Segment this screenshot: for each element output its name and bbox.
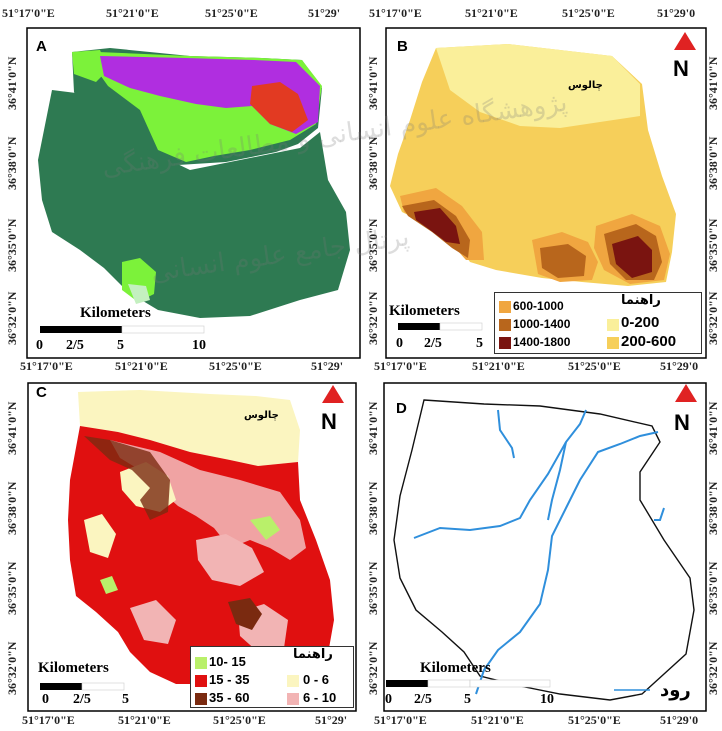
panel-c-map [68,390,334,684]
panel-a-frame [26,27,361,359]
panel-d-scale-tick: 2/5 [414,692,432,707]
panel-c-north-label: N [321,409,337,434]
panel-d-scalebar [386,679,551,688]
panel-d-north-label: N [674,410,690,435]
panel-a-scale-tick: 5 [117,338,124,353]
panel-d-letter: D [396,400,407,417]
lon-label: 51°25'0"E [213,713,266,727]
lon-label: 51°21'0"E [472,359,525,373]
panel-b-city-label: چالوس [568,80,603,91]
lon-label: 51°21'0"E [118,713,171,727]
panel-c-frame [27,382,357,712]
panel-d-scale-label: Kilometers [420,660,491,676]
panel-c-scale-tick: 5 [122,692,129,707]
legend-swatch [499,337,511,349]
panel-a-map [38,48,350,318]
panel-c-scalebar [40,682,125,691]
panel-b-scale-tick: 2/5 [424,336,442,351]
legend-label: 15 - 35 [209,672,250,687]
panel-d-scale-tick: 5 [464,692,471,707]
panel-c-scale-tick: 2/5 [73,692,91,707]
lon-label: 51°25'0"E [568,359,621,373]
lon-label: 51°17'0"E [2,6,55,20]
panel-a-scale-tick: 10 [192,338,206,353]
panel-b-scale-label: Kilometers [389,303,460,319]
panel-c-scale-tick: 0 [42,692,49,707]
panel-b-letter: B [397,38,408,55]
lon-label: 51°17'0"E [369,6,422,20]
north-arrow-d [675,384,697,402]
lon-label: 51°21'0"E [106,6,159,20]
panel-d-frame [383,382,707,712]
lon-label: 51°25'0"E [205,6,258,20]
panel-b-scalebar [398,322,483,331]
legend-label: 200-600 [621,333,677,350]
lon-label: 51°21'0"E [115,359,168,373]
panel-b-legend: راهنما 600-1000 1000-1400 1400-1800 0-20… [494,292,702,354]
lon-label: 51°21'0"E [465,6,518,20]
panel-a-scale-tick: 0 [36,338,43,353]
legend-swatch [195,693,207,705]
panel-a-scale-label: Kilometers [80,305,151,321]
lon-label: 51°25'0"E [568,713,621,727]
panel-c-legend: راهنما 10- 15 15 - 35 35 - 60 0 - 6 6 - … [190,646,354,708]
legend-swatch [607,319,619,331]
legend-swatch [287,693,299,705]
panel-d-scale-tick: 10 [540,692,554,707]
panel-a-scalebar [40,325,205,334]
river-legend-label: رود [660,680,691,701]
panel-a-letter: A [36,38,47,55]
panel-c-letter: C [36,384,47,401]
legend-swatch [607,337,619,349]
north-arrow-c [322,385,344,403]
panel-b-frame [385,27,707,359]
legend-label: 0-200 [621,314,660,331]
panel-d-scale-tick: 0 [385,692,392,707]
legend-label: 1000-1400 [513,317,571,331]
north-arrow-b [674,32,696,50]
lon-label: 51°29'0 [657,6,696,20]
panel-b-scale-tick: 5 [476,336,483,351]
legend-label: 6 - 10 [303,690,337,705]
legend-label: 1400-1800 [513,335,571,349]
panel-b-legend-title: راهنما [621,293,661,308]
panel-b-scale-tick: 0 [396,336,403,351]
legend-label: 600-1000 [513,299,564,313]
legend-label: 35 - 60 [209,690,250,705]
lon-label: 51°17'0"E [374,713,427,727]
panel-c-legend-title: راهنما [293,647,333,662]
lon-label: 51°17'0"E [22,713,75,727]
legend-swatch [195,657,207,669]
lon-label: 51°25'0"E [562,6,615,20]
legend-swatch [287,675,299,687]
legend-swatch [499,301,511,313]
panel-d-map [393,399,695,701]
lon-label: 51°29'0 [660,713,699,727]
legend-swatch [195,675,207,687]
panel-a-scale-tick: 2/5 [66,338,84,353]
lon-label: 51°29' [315,713,348,727]
lon-label: 51°29' [311,359,344,373]
lon-label: 51°29' [308,6,341,20]
lon-label: 51°21'0"E [471,713,524,727]
lon-label: 51°25'0"E [209,359,262,373]
lon-label: 51°17'0"E [20,359,73,373]
panel-c-city-label: چالوس [244,410,279,421]
legend-swatch [499,319,511,331]
lon-label: 51°29'0 [660,359,699,373]
legend-label: 0 - 6 [303,672,330,687]
legend-label: 10- 15 [209,654,246,669]
panel-c-scale-label: Kilometers [38,660,109,676]
panel-b-map [390,44,676,286]
panel-b-north-label: N [673,56,689,81]
lon-label: 51°17'0"E [374,359,427,373]
